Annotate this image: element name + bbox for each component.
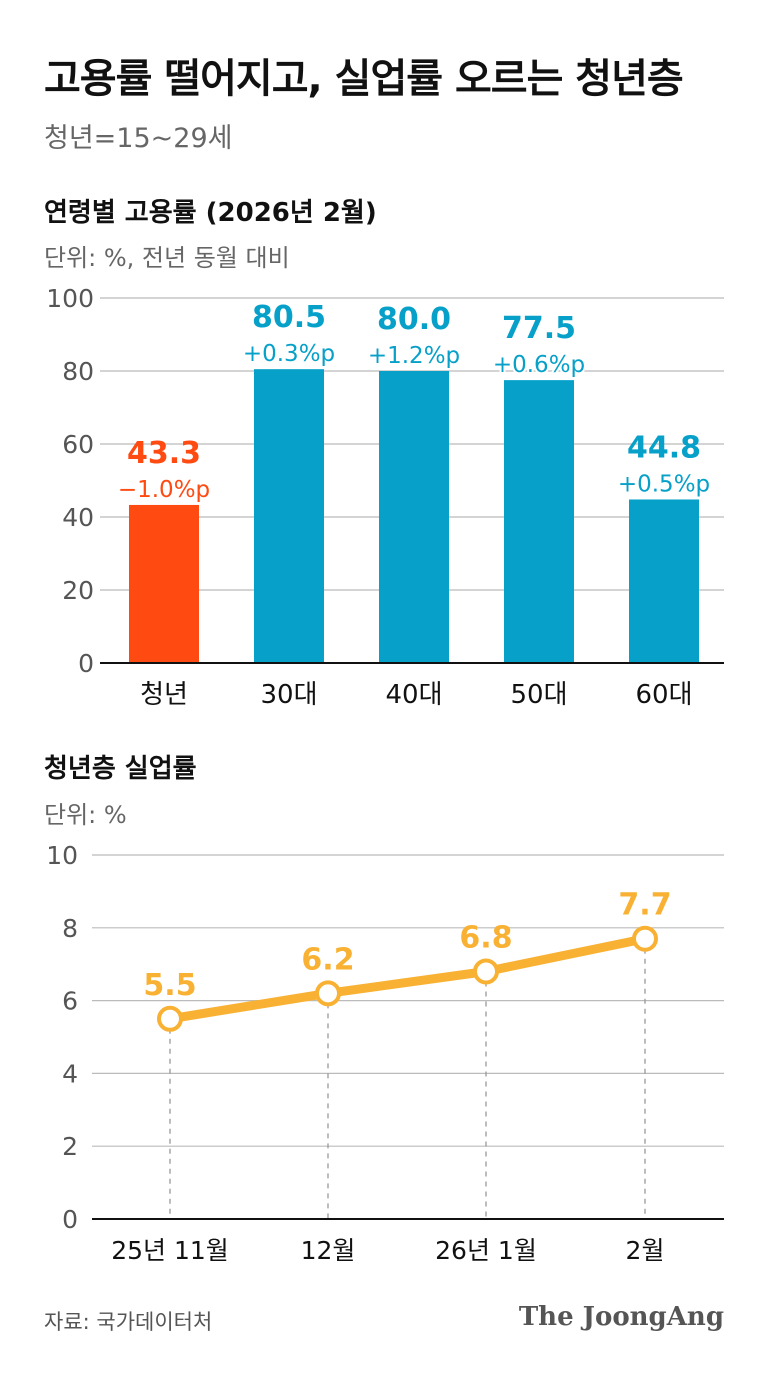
bar-change-label: +0.5%p: [618, 471, 710, 497]
line-y-tick-label: 0: [62, 1205, 78, 1234]
bar-y-tick-label: 0: [78, 649, 94, 678]
bar-change-label: +0.6%p: [493, 352, 585, 378]
line-chart: 0 2 4 6 8 10 5.5 25년 11월 6.2 12월 6.8 26년 1월 7.7 2월: [46, 841, 724, 1265]
page-title: 고용률 떨어지고, 실업률 오르는 청년층: [44, 56, 684, 102]
bar-change-label: −1.0%p: [118, 477, 210, 503]
line-y-tick-label: 2: [62, 1132, 78, 1161]
line-y-tick-label: 6: [62, 987, 78, 1016]
line-point: [157, 1005, 183, 1032]
bar-y-tick-label: 20: [62, 576, 94, 605]
bar-y-tick-label: 60: [62, 430, 94, 459]
line-point: [632, 925, 658, 952]
bar-category-label: 50대: [510, 680, 567, 710]
bar-4: [629, 499, 699, 663]
bar-chart-title: 연령별 고용률 (2026년 2월): [44, 198, 377, 228]
bar-category-label: 40대: [385, 680, 442, 710]
bar-y-tick-label: 80: [62, 357, 94, 386]
line-value-label: 6.8: [459, 920, 512, 955]
bar-value-label: 80.0: [377, 302, 451, 337]
brand-logo: The JoongAng: [518, 1302, 724, 1332]
line-x-tick-label: 26년 1월: [435, 1236, 537, 1265]
bar-category-label: 60대: [635, 680, 692, 710]
line-x-tick-label: 25년 11월: [111, 1236, 229, 1265]
source-note: 자료: 국가데이터처: [44, 1310, 213, 1334]
line-value-label: 7.7: [618, 888, 671, 923]
bar-3: [504, 380, 574, 663]
bar-change-label: +0.3%p: [243, 341, 335, 367]
bar-y-tick-label: 100: [46, 284, 94, 313]
line-x-tick-label: 12월: [301, 1236, 356, 1265]
bar-value-label: 43.3: [127, 436, 201, 471]
line-value-label: 6.2: [301, 942, 354, 977]
bar-2: [379, 371, 449, 663]
line-y-tick-label: 8: [62, 914, 78, 943]
bar-category-label: 30대: [260, 680, 317, 710]
line-y-tick-label: 10: [46, 841, 78, 870]
bar-value-label: 44.8: [627, 430, 701, 465]
unemployment-line: [165, 934, 650, 1024]
bar-value-label: 80.5: [252, 300, 326, 335]
line-point: [473, 958, 499, 985]
line-x-tick-label: 2월: [626, 1236, 665, 1265]
bar-chart: 0 20 40 60 80 100 43.3 −1.0%p 청년 80.5 +0.3%p 30대 80.…: [46, 284, 724, 710]
bar-change-label: +1.2%p: [368, 343, 460, 369]
line-y-tick-label: 4: [62, 1059, 78, 1088]
bar-0: [129, 504, 199, 663]
line-chart-unit: 단위: %: [44, 801, 127, 829]
bar-1: [254, 369, 324, 663]
bar-value-label: 77.5: [502, 311, 576, 346]
bar-chart-unit: 단위: %, 전년 동월 대비: [44, 244, 290, 272]
line-point: [315, 980, 341, 1007]
bar-category-label: 청년: [140, 680, 188, 710]
bar-y-tick-label: 40: [62, 503, 94, 532]
line-value-label: 5.5: [143, 968, 196, 1003]
page-subtitle: 청년=15~29세: [44, 123, 233, 154]
line-chart-title: 청년층 실업률: [44, 754, 197, 784]
